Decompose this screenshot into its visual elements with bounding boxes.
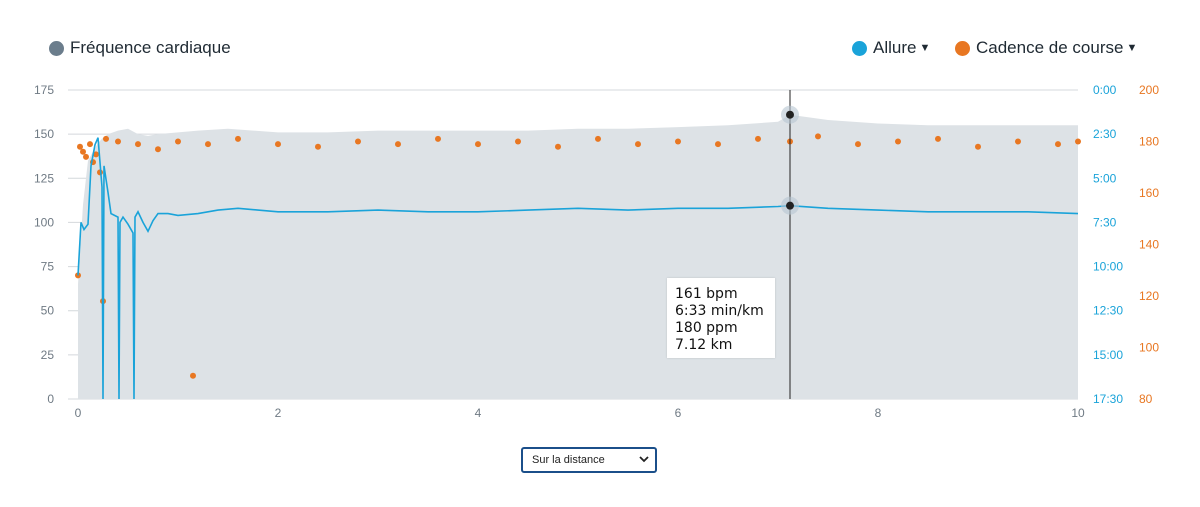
x-tick-label: 6 xyxy=(675,406,682,420)
y-right-pace-tick-label: 2:30 xyxy=(1093,127,1117,141)
cadence-point xyxy=(155,146,161,153)
x-tick-label: 8 xyxy=(875,406,882,420)
y-left-tick-label: 0 xyxy=(47,392,54,406)
cadence-point xyxy=(115,138,121,145)
pace-legend-dot-icon xyxy=(852,40,867,56)
cadence-point xyxy=(190,372,196,379)
cadence-dropdown-caret-icon[interactable]: ▼ xyxy=(1126,42,1138,54)
cadence-point xyxy=(435,135,441,142)
cadence-point xyxy=(755,135,761,142)
cadence-point xyxy=(87,141,93,148)
pace-dropdown-caret-icon[interactable]: ▼ xyxy=(919,42,931,54)
y-left-tick-label: 100 xyxy=(34,215,54,229)
cadence-point xyxy=(1055,141,1061,148)
legend-cadence[interactable]: Cadence de course ▼ xyxy=(955,38,1137,58)
y-right-pace-tick-label: 5:00 xyxy=(1093,171,1117,185)
y-left-tick-label: 175 xyxy=(34,83,54,97)
cadence-point xyxy=(135,141,141,148)
tooltip-pace: 6:33 min/km xyxy=(675,303,764,319)
x-tick-label: 0 xyxy=(75,406,82,420)
cadence-point xyxy=(595,135,601,142)
cadence-point xyxy=(515,138,521,145)
cadence-point xyxy=(93,151,99,158)
legend-cadence-label: Cadence de course xyxy=(976,38,1124,57)
cadence-point xyxy=(83,153,89,160)
x-tick-label: 4 xyxy=(475,406,482,420)
heart-rate-area-shape xyxy=(78,114,1078,399)
heart-rate-marker xyxy=(786,110,794,119)
y-right-cadence-tick-label: 200 xyxy=(1139,83,1159,97)
cadence-point xyxy=(815,133,821,140)
y-right-pace-tick-label: 7:30 xyxy=(1093,215,1117,229)
cadence-point xyxy=(975,143,981,150)
tooltip-heart-rate: 161 bpm xyxy=(675,286,738,302)
cadence-point xyxy=(635,141,641,148)
legend-heart-rate-label: Fréquence cardiaque xyxy=(70,38,231,57)
chevron-down-icon xyxy=(639,456,649,463)
cadence-point xyxy=(275,141,281,148)
y-right-cadence-tick-label: 120 xyxy=(1139,289,1159,303)
cadence-point xyxy=(1075,138,1081,145)
y-right-pace-tick-label: 12:30 xyxy=(1093,304,1123,318)
y-left-tick-label: 125 xyxy=(34,171,54,185)
legend-pace[interactable]: Allure ▼ xyxy=(852,38,930,58)
x-tick-label: 10 xyxy=(1071,406,1085,420)
tooltip-distance: 7.12 km xyxy=(675,337,733,353)
cadence-point xyxy=(77,143,83,150)
y-left-tick-label: 25 xyxy=(41,348,55,362)
cadence-point xyxy=(175,138,181,145)
y-right-pace-tick-label: 10:00 xyxy=(1093,260,1123,274)
x-tick-label: 2 xyxy=(275,406,282,420)
y-right-cadence-tick-label: 180 xyxy=(1139,135,1159,149)
y-right-cadence-tick-label: 160 xyxy=(1139,186,1159,200)
crosshair xyxy=(781,90,799,399)
tooltip-cadence: 180 ppm xyxy=(675,320,738,336)
pace-line-path xyxy=(77,137,1079,400)
cadence-point xyxy=(80,148,86,155)
cadence-point xyxy=(395,141,401,148)
cadence-point xyxy=(555,143,561,150)
y-right-cadence-tick-label: 80 xyxy=(1139,392,1153,406)
cadence-point xyxy=(235,135,241,142)
cadence-points xyxy=(75,133,1081,379)
legend-heart-rate[interactable]: Fréquence cardiaque xyxy=(49,38,231,58)
y-left-tick-label: 50 xyxy=(41,304,55,318)
cadence-point xyxy=(855,141,861,148)
cadence-point xyxy=(715,141,721,148)
heart-rate-legend-dot-icon xyxy=(49,40,64,56)
heart-rate-area xyxy=(78,114,1078,399)
cadence-point xyxy=(315,143,321,150)
cadence-point xyxy=(675,138,681,145)
cadence-legend-dot-icon xyxy=(955,40,970,56)
y-right-pace-tick-label: 15:00 xyxy=(1093,348,1123,362)
tooltip: 161 bpm 6:33 min/km 180 ppm 7.12 km xyxy=(667,278,775,358)
pace-marker xyxy=(786,201,794,210)
cadence-point xyxy=(935,135,941,142)
cadence-point xyxy=(205,141,211,148)
cadence-point xyxy=(103,135,109,142)
pace-line xyxy=(77,137,1079,400)
distance-mode-value: Sur la distance xyxy=(532,454,605,466)
legend-pace-label: Allure xyxy=(873,38,917,57)
cadence-point xyxy=(1015,138,1021,145)
y-left-tick-label: 150 xyxy=(34,127,54,141)
y-right-cadence-tick-label: 100 xyxy=(1139,341,1159,355)
y-right-pace-tick-label: 0:00 xyxy=(1093,83,1117,97)
y-right-pace-tick-label: 17:30 xyxy=(1093,392,1123,406)
cadence-point xyxy=(895,138,901,145)
cadence-point xyxy=(475,141,481,148)
y-right-cadence-tick-label: 140 xyxy=(1139,238,1159,252)
distance-mode-select[interactable]: Sur la distance xyxy=(521,447,657,473)
y-left-tick-label: 75 xyxy=(41,260,55,274)
cadence-point xyxy=(355,138,361,145)
